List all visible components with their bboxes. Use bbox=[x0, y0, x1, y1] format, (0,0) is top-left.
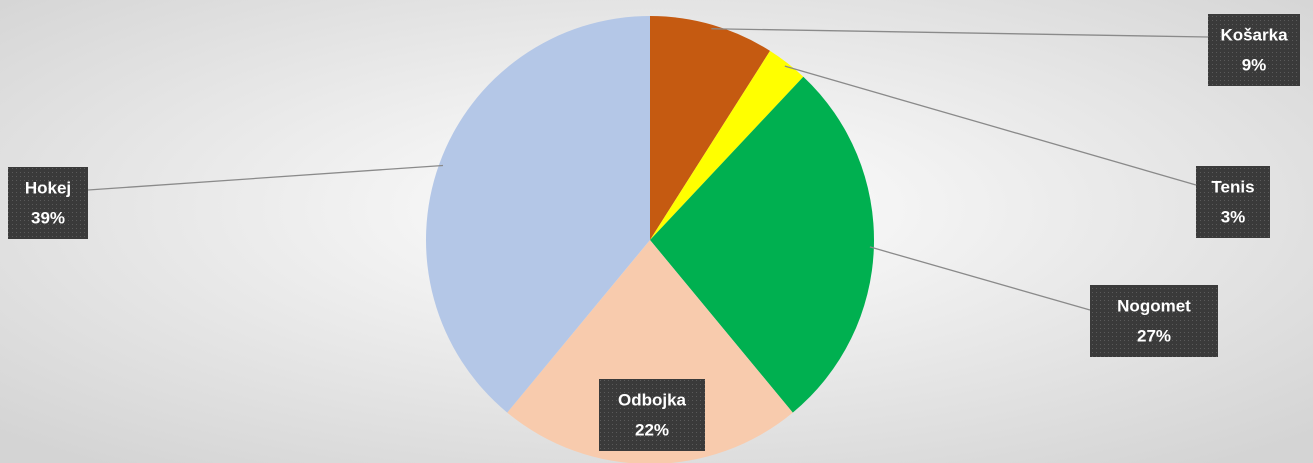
data-label-category: Hokej bbox=[25, 178, 71, 197]
data-label-box bbox=[8, 167, 88, 239]
pie-slice bbox=[425, 16, 650, 413]
data-label-category: Tenis bbox=[1211, 177, 1254, 196]
data-label-box bbox=[599, 379, 705, 451]
data-label-value: 27% bbox=[1137, 326, 1171, 345]
data-label-box bbox=[1090, 285, 1218, 357]
leader-line bbox=[784, 65, 1197, 186]
data-label-box bbox=[1208, 14, 1300, 86]
pie-slice bbox=[650, 50, 804, 240]
leader-line bbox=[869, 246, 1091, 311]
leader-line bbox=[711, 28, 1209, 38]
pie-slice bbox=[507, 240, 793, 463]
leader-line bbox=[87, 164, 444, 191]
data-label-value: 22% bbox=[635, 420, 669, 439]
data-label-value: 39% bbox=[31, 208, 65, 227]
data-label-category: Nogomet bbox=[1117, 296, 1191, 315]
data-label-category: Košarka bbox=[1220, 25, 1288, 44]
data-label-box bbox=[1196, 166, 1270, 238]
pie-slice bbox=[650, 76, 874, 413]
data-label-value: 3% bbox=[1221, 207, 1246, 226]
pie-slice bbox=[650, 16, 771, 240]
data-label-category: Odbojka bbox=[618, 390, 687, 409]
data-label-value: 9% bbox=[1242, 55, 1267, 74]
